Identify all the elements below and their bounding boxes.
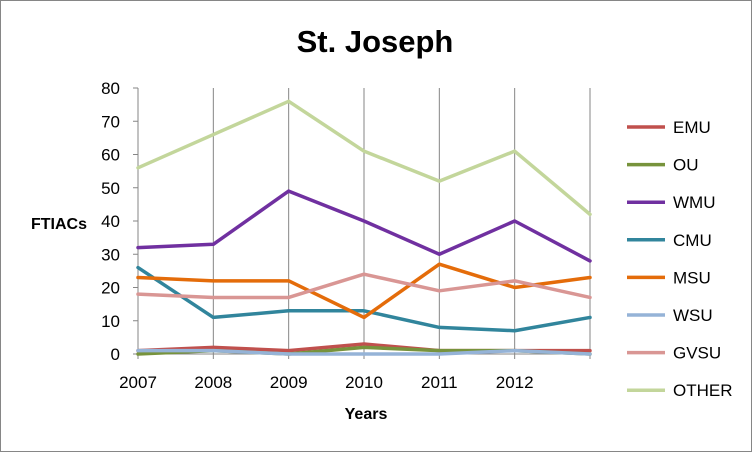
x-tick-label: 2011 bbox=[421, 373, 458, 392]
x-tick-labels: 2007 2008 2009 2010 2011 2012 bbox=[119, 373, 533, 392]
series-line-other bbox=[136, 99, 592, 217]
x-tick-label: 2009 bbox=[270, 373, 308, 392]
legend-label-gvsu: GVSU bbox=[673, 344, 721, 363]
y-axis-title: FTIACs bbox=[31, 216, 87, 233]
x-tick-label: 2007 bbox=[119, 373, 157, 392]
series-lines bbox=[136, 99, 592, 356]
series-line-gvsu bbox=[136, 272, 592, 300]
legend-label-cmu: CMU bbox=[673, 231, 712, 250]
legend-label-wsu: WSU bbox=[673, 306, 713, 325]
y-tick-label: 10 bbox=[101, 312, 120, 331]
legend-label-emu: EMU bbox=[673, 118, 711, 137]
series-line-wsu bbox=[136, 348, 592, 356]
legend-label-wmu: WMU bbox=[673, 193, 715, 212]
y-tick-label: 20 bbox=[101, 279, 120, 298]
x-tick-label: 2012 bbox=[496, 373, 534, 392]
y-tick-label: 0 bbox=[111, 345, 120, 364]
series-line-wmu bbox=[136, 189, 592, 263]
series-line-msu bbox=[136, 262, 592, 320]
y-tick-label: 40 bbox=[101, 212, 120, 231]
x-tick-label: 2008 bbox=[194, 373, 232, 392]
y-tick-label: 50 bbox=[101, 179, 120, 198]
legend-label-msu: MSU bbox=[673, 268, 711, 287]
chart-title: St. Joseph bbox=[297, 24, 454, 59]
y-tick-label: 70 bbox=[101, 112, 120, 131]
legend-label-other: OTHER bbox=[673, 381, 733, 400]
x-axis-title: Years bbox=[345, 406, 388, 423]
y-tick-labels: 0 10 20 30 40 50 60 70 80 bbox=[101, 79, 120, 364]
x-tick-label: 2010 bbox=[345, 373, 383, 392]
series-line-cmu bbox=[136, 265, 592, 333]
y-tick-label: 60 bbox=[101, 146, 120, 165]
legend: EMU OU WMU CMU MSU WSU GVSU OTHER bbox=[627, 118, 733, 400]
legend-label-ou: OU bbox=[673, 156, 699, 175]
y-tick-label: 30 bbox=[101, 245, 120, 264]
y-tick-label: 80 bbox=[101, 79, 120, 98]
